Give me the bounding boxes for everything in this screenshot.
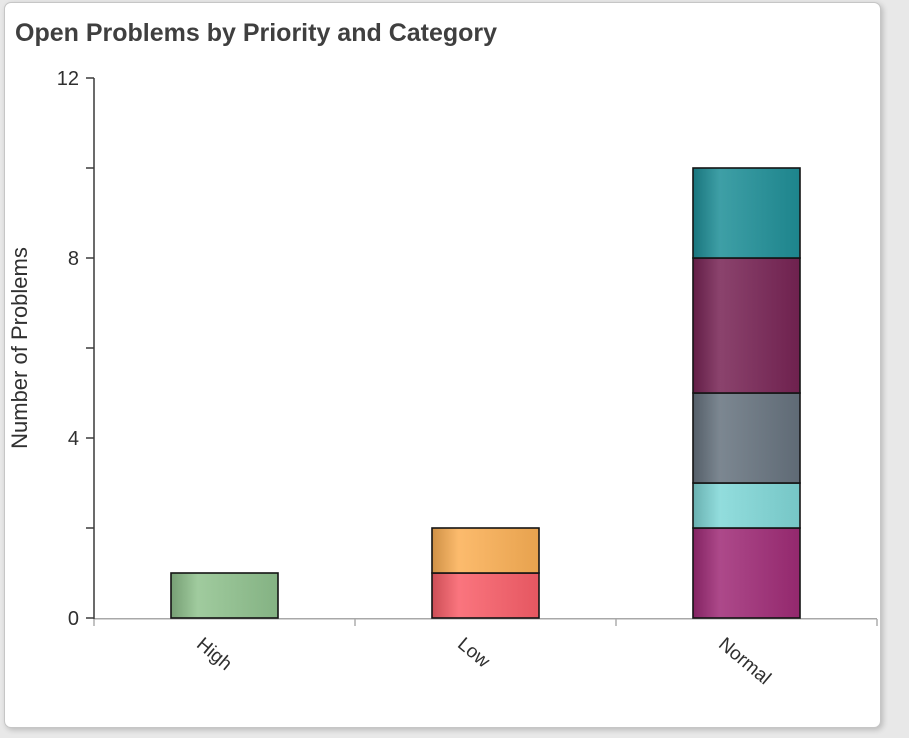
chart-title: Open Problems by Priority and Category bbox=[15, 19, 497, 47]
bar-normal bbox=[692, 167, 801, 619]
plot-area: 0 4 8 12 High Low Normal bbox=[57, 68, 878, 689]
y-tick-label-8: 8 bbox=[68, 248, 79, 270]
bar-segment-high-0[interactable] bbox=[170, 572, 279, 619]
x-category-label-high: High bbox=[192, 634, 235, 675]
bar-segment-normal-3[interactable] bbox=[692, 257, 801, 394]
bar-high bbox=[170, 572, 279, 619]
y-tick-label-4: 4 bbox=[68, 428, 79, 450]
bar-segment-normal-4[interactable] bbox=[692, 167, 801, 259]
bar-segment-low-1[interactable] bbox=[431, 527, 540, 574]
x-category-label-low: Low bbox=[453, 634, 493, 673]
bar-segment-normal-1[interactable] bbox=[692, 482, 801, 529]
bar-segment-low-0[interactable] bbox=[431, 572, 540, 619]
y-tick-label-12: 12 bbox=[57, 68, 79, 90]
y-tick-label-0: 0 bbox=[68, 608, 79, 630]
y-axis-title: Number of Problems bbox=[7, 247, 32, 449]
chart-card: Open Problems by Priority and Category N… bbox=[4, 2, 881, 728]
stacked-bar-chart: Open Problems by Priority and Category N… bbox=[7, 19, 878, 689]
bar-low bbox=[431, 527, 540, 619]
x-category-label-normal: Normal bbox=[714, 634, 774, 689]
bar-segment-normal-0[interactable] bbox=[692, 527, 801, 619]
bar-segment-normal-2[interactable] bbox=[692, 392, 801, 484]
